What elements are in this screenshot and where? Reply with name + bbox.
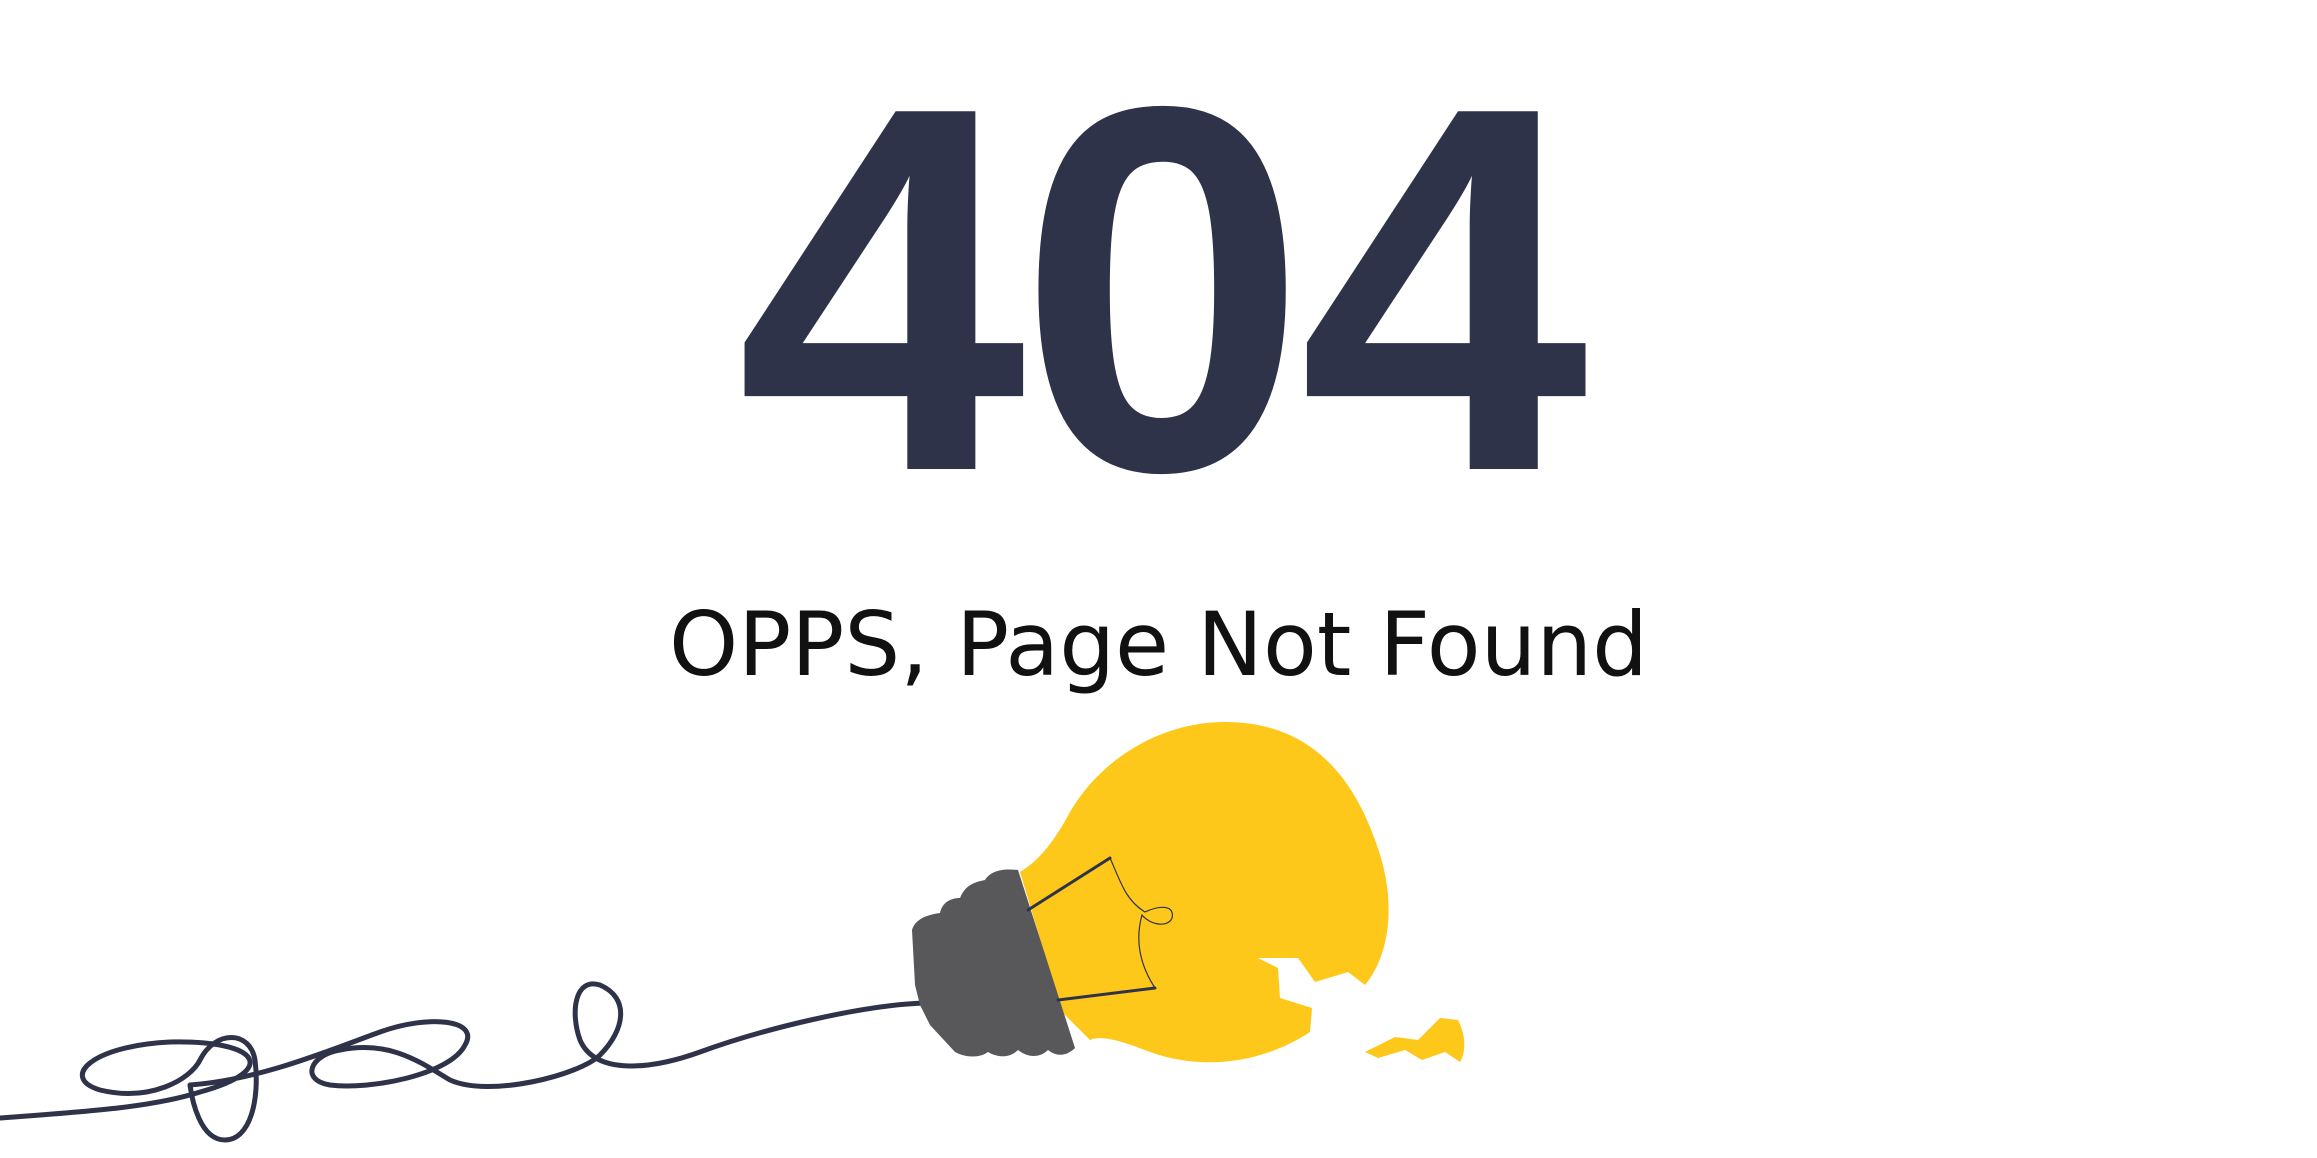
bulb-glass — [1020, 722, 1389, 1063]
filament-coil — [1109, 857, 1173, 989]
glass-shard — [1365, 1018, 1465, 1062]
error-message: OPPS, Page Not Found — [668, 593, 1649, 696]
bulb-socket — [912, 869, 1075, 1057]
filament — [1026, 856, 1157, 1002]
broken-lightbulb-illustration — [0, 722, 1465, 1143]
error-code: 404 — [736, 0, 1589, 580]
tangled-cord-icon — [0, 981, 928, 1143]
